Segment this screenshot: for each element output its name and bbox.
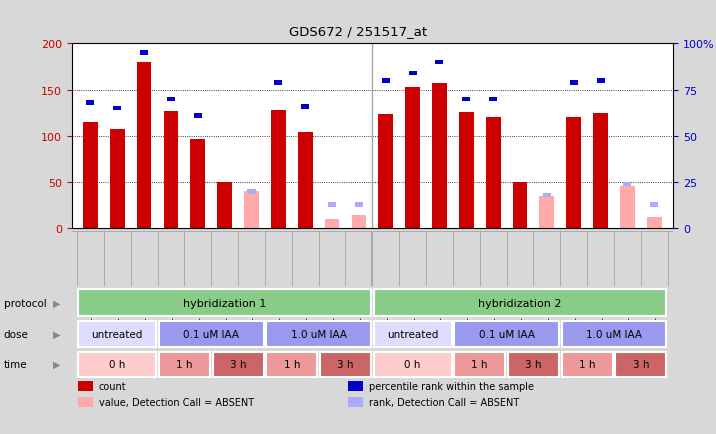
Bar — [454, 352, 505, 377]
Bar — [596, 79, 604, 83]
Text: 3 h: 3 h — [632, 359, 649, 369]
Bar — [78, 352, 156, 377]
Bar — [266, 352, 317, 377]
Bar — [348, 381, 363, 391]
Bar — [320, 352, 371, 377]
Text: 1.0 uM IAA: 1.0 uM IAA — [586, 329, 642, 339]
Bar — [508, 352, 559, 377]
Bar — [374, 289, 667, 316]
Text: 1 h: 1 h — [471, 359, 488, 369]
Text: 0 h: 0 h — [405, 359, 421, 369]
Bar — [624, 182, 632, 187]
Bar — [409, 72, 417, 76]
Text: 1 h: 1 h — [176, 359, 193, 369]
Bar — [539, 197, 554, 229]
Text: 1 h: 1 h — [284, 359, 300, 369]
Bar — [244, 192, 259, 229]
Bar — [163, 112, 178, 229]
Bar — [593, 114, 608, 229]
Bar — [83, 123, 98, 229]
Text: count: count — [99, 381, 126, 391]
Text: untreated: untreated — [387, 329, 438, 339]
Text: 0 h: 0 h — [109, 359, 125, 369]
Bar — [647, 218, 662, 229]
Bar — [489, 97, 497, 102]
Text: rank, Detection Call = ABSENT: rank, Detection Call = ABSENT — [369, 397, 520, 407]
Text: GDS672 / 251517_at: GDS672 / 251517_at — [289, 25, 427, 38]
Bar — [194, 114, 202, 118]
Bar — [110, 129, 125, 229]
Text: hybridization 2: hybridization 2 — [478, 298, 562, 308]
Bar — [374, 352, 452, 377]
Bar — [167, 97, 175, 102]
Text: value, Detection Call = ABSENT: value, Detection Call = ABSENT — [99, 397, 253, 407]
Bar — [159, 352, 210, 377]
Bar — [217, 183, 232, 229]
Bar — [78, 289, 371, 316]
Bar — [190, 139, 205, 229]
Bar — [543, 194, 551, 198]
Text: protocol: protocol — [4, 298, 47, 308]
Text: 0.1 uM IAA: 0.1 uM IAA — [183, 329, 239, 339]
Text: 1.0 uM IAA: 1.0 uM IAA — [291, 329, 347, 339]
Bar — [374, 322, 452, 347]
Text: 0.1 uM IAA: 0.1 uM IAA — [478, 329, 535, 339]
Bar — [352, 216, 367, 229]
Text: percentile rank within the sample: percentile rank within the sample — [369, 381, 534, 391]
Bar — [435, 60, 443, 65]
Bar — [266, 322, 371, 347]
Text: hybridization 1: hybridization 1 — [183, 298, 266, 308]
Bar — [615, 352, 667, 377]
Bar — [570, 81, 578, 85]
Bar — [248, 190, 256, 194]
Bar — [432, 84, 447, 229]
Bar — [213, 352, 263, 377]
Text: ▶: ▶ — [54, 359, 61, 369]
Text: 3 h: 3 h — [230, 359, 246, 369]
Bar — [78, 322, 156, 347]
Bar — [348, 397, 363, 407]
Bar — [459, 112, 474, 229]
Bar — [298, 133, 313, 229]
Bar — [137, 63, 152, 229]
Text: ▶: ▶ — [54, 298, 61, 308]
Bar — [650, 203, 658, 207]
Bar — [620, 187, 635, 229]
Bar — [113, 107, 121, 111]
Bar — [328, 203, 336, 207]
Bar — [301, 105, 309, 109]
Bar — [561, 322, 667, 347]
Bar — [140, 51, 148, 56]
Text: untreated: untreated — [92, 329, 143, 339]
Bar — [271, 111, 286, 229]
Text: ▶: ▶ — [54, 329, 61, 339]
Bar — [463, 97, 470, 102]
Bar — [405, 88, 420, 229]
Text: 1 h: 1 h — [579, 359, 596, 369]
Bar — [77, 397, 92, 407]
Bar — [561, 352, 613, 377]
Bar — [355, 203, 363, 207]
Bar — [77, 381, 92, 391]
Text: time: time — [4, 359, 27, 369]
Bar — [378, 115, 393, 229]
Bar — [159, 322, 263, 347]
Bar — [454, 322, 559, 347]
Bar — [566, 117, 581, 229]
Bar — [485, 117, 500, 229]
Bar — [324, 220, 339, 229]
Bar — [274, 81, 282, 85]
Bar — [513, 183, 528, 229]
Bar — [382, 79, 390, 83]
Text: 3 h: 3 h — [337, 359, 354, 369]
Text: dose: dose — [4, 329, 29, 339]
Text: 3 h: 3 h — [525, 359, 542, 369]
Bar — [87, 101, 95, 106]
